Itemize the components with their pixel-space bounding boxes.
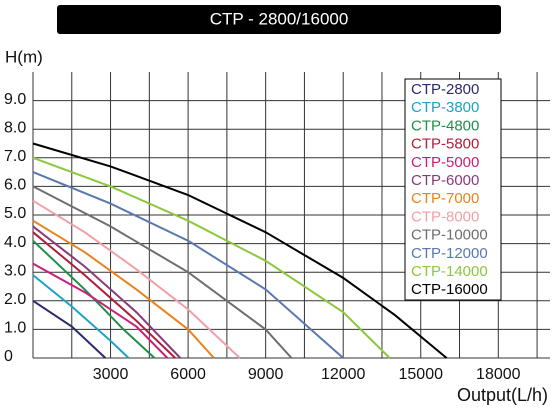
x-tick-label: 9000 bbox=[248, 366, 284, 383]
legend-entry: CTP-12000 bbox=[411, 245, 488, 262]
series-line bbox=[32, 219, 215, 359]
lines bbox=[32, 142, 448, 359]
legend-entry: CTP-6000 bbox=[411, 172, 479, 189]
x-tick-label: 3000 bbox=[93, 366, 129, 383]
series-line bbox=[32, 299, 107, 359]
legend-entry: CTP-5800 bbox=[411, 136, 479, 153]
y-tick-label: 4.0 bbox=[4, 234, 26, 251]
legend-entry: CTP-14000 bbox=[411, 263, 488, 280]
y-tick-label: 8.0 bbox=[4, 119, 26, 136]
x-tick-label: 18000 bbox=[476, 366, 521, 383]
legend-entry: CTP-8000 bbox=[411, 208, 479, 225]
legend-entry: CTP-5000 bbox=[411, 154, 479, 171]
series-line bbox=[32, 231, 176, 359]
x-tick-label: 15000 bbox=[399, 366, 444, 383]
series-line bbox=[32, 156, 391, 359]
legend-entry: CTP-10000 bbox=[411, 227, 488, 244]
y-axis-label: H(m) bbox=[5, 47, 43, 66]
series-line bbox=[32, 274, 130, 359]
series-line bbox=[32, 185, 293, 359]
legend-box bbox=[404, 78, 502, 301]
legend-entry: CTP-7000 bbox=[411, 190, 479, 207]
y-tick-label: 7.0 bbox=[4, 148, 26, 165]
y-tick-label: 2.0 bbox=[4, 291, 26, 308]
series-line bbox=[32, 171, 344, 359]
series-line bbox=[32, 142, 448, 359]
title-bar bbox=[57, 5, 501, 34]
series-line bbox=[32, 199, 241, 359]
series-line bbox=[32, 262, 169, 359]
y-tick-label: 0 bbox=[4, 348, 13, 365]
y-tick-label: 3.0 bbox=[4, 262, 26, 279]
y-tick-label: 5.0 bbox=[4, 205, 26, 222]
x-axis-label: Output(L/h) bbox=[457, 385, 548, 405]
legend-entry: CTP-16000 bbox=[411, 281, 488, 298]
legend-entry: CTP-3800 bbox=[411, 99, 479, 116]
x-tick-label: 6000 bbox=[170, 366, 206, 383]
y-tick-label: 6.0 bbox=[4, 177, 26, 194]
series-line bbox=[32, 225, 182, 359]
y-tick-label: 9.0 bbox=[4, 91, 26, 108]
chart-title: CTP - 2800/16000 bbox=[210, 9, 349, 28]
grid: 0 1.0 2.0 3.0 4.0 5.0 6.0 7.0 8.0 9.0 3000 6000 9000… bbox=[4, 72, 550, 383]
legend-entry: CTP-2800 bbox=[411, 81, 479, 98]
x-tick-label: 12000 bbox=[321, 366, 366, 383]
series-line bbox=[32, 239, 156, 359]
legend-entry: CTP-4800 bbox=[411, 117, 479, 134]
y-tick-label: 1.0 bbox=[4, 320, 26, 337]
